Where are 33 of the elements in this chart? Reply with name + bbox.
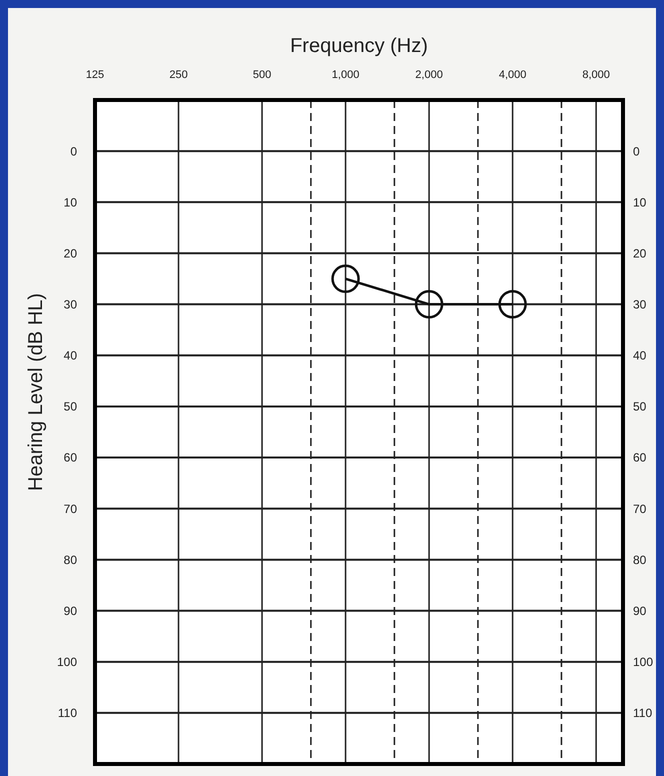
x-tick-label: 500 xyxy=(252,69,272,81)
x-tick-label: 2,000 xyxy=(415,69,443,81)
x-tick-label: 8,000 xyxy=(582,69,610,81)
y-tick-label: 30 xyxy=(64,298,78,312)
y-tick-label: 10 xyxy=(64,195,78,210)
x-tick-label: 1,000 xyxy=(332,69,360,81)
y-tick-label: 100 xyxy=(56,655,78,670)
y2-tick-label: 70 xyxy=(633,502,647,516)
y2-tick-label: 40 xyxy=(633,348,647,363)
y-tick-label: 0 xyxy=(70,144,78,158)
y2-tick-label: 20 xyxy=(633,246,647,260)
y2-tick-label: 60 xyxy=(633,450,647,465)
x-tick-label: 250 xyxy=(169,69,188,81)
y2-tick-label: 0 xyxy=(633,144,640,158)
y2-tick-label: 10 xyxy=(633,195,647,210)
y2-tick-label: 80 xyxy=(633,552,647,567)
y2-tick-label: 50 xyxy=(633,400,647,414)
y2-tick-label: 100 xyxy=(633,655,654,670)
y-tick-label: 70 xyxy=(64,502,78,516)
y-tick-label: 60 xyxy=(64,450,78,465)
y-tick-label: 40 xyxy=(64,348,78,363)
x-tick-label: 125 xyxy=(86,69,104,81)
x-axis-title: Frequency (Hz) xyxy=(290,35,428,57)
y-tick-label: 80 xyxy=(64,552,78,567)
y2-tick-label: 90 xyxy=(633,604,647,618)
y-tick-label: 110 xyxy=(58,706,78,720)
y2-tick-label: 30 xyxy=(633,298,647,312)
y-tick-label: 50 xyxy=(64,400,78,414)
y2-tick-label: 110 xyxy=(633,706,652,720)
x-tick-label: 4,000 xyxy=(498,69,526,81)
y-tick-label: 20 xyxy=(64,246,78,260)
y-axis-title: Hearing Level (dB HL) xyxy=(25,293,47,491)
y-tick-label: 90 xyxy=(64,604,78,618)
